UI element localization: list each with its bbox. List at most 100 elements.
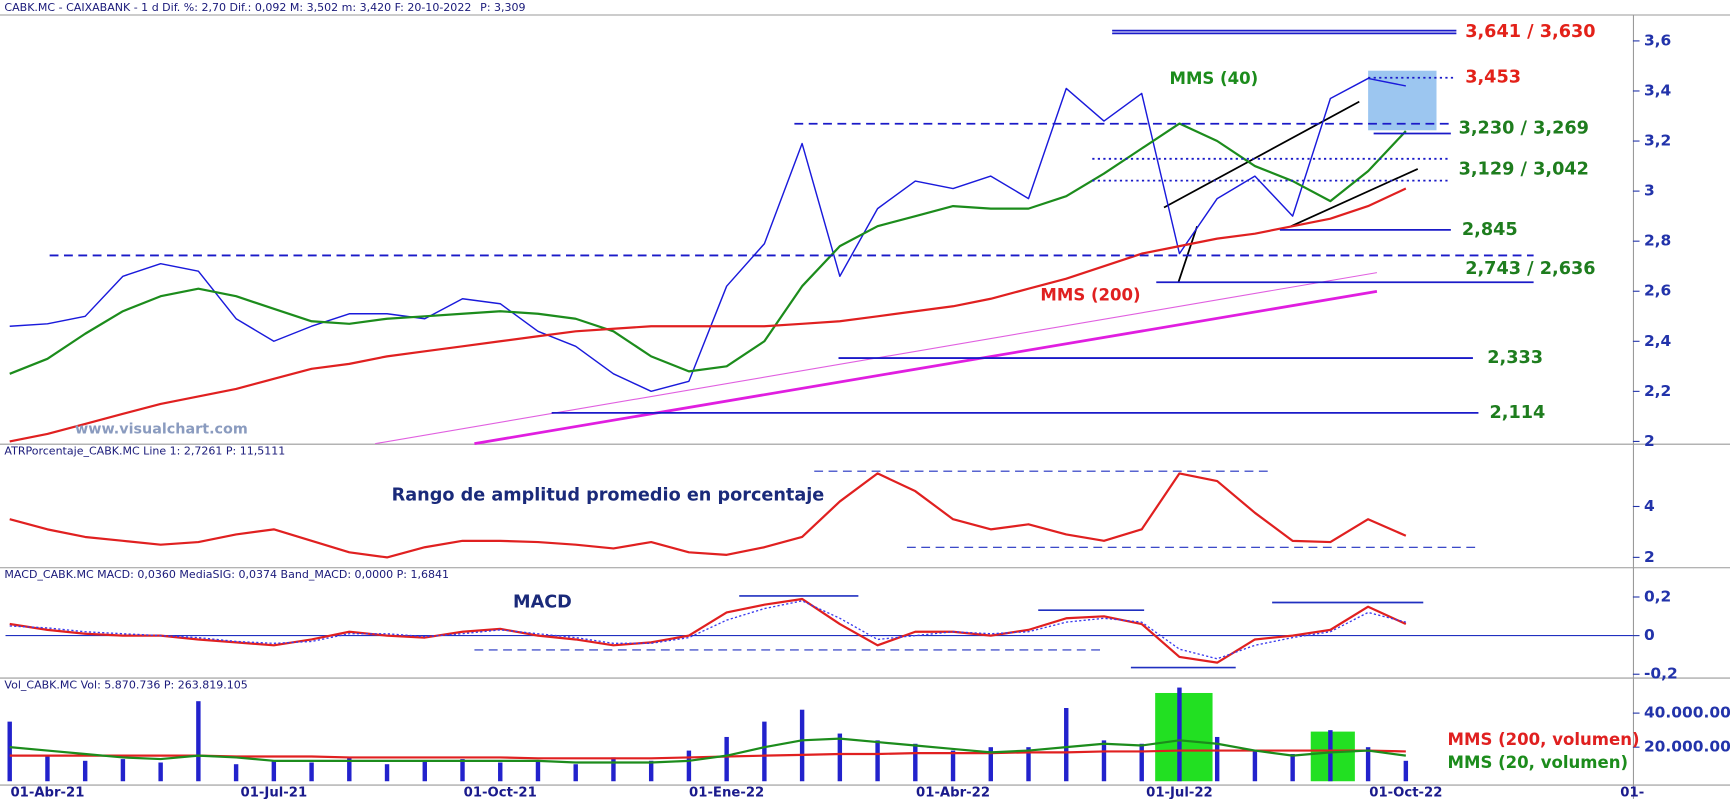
volume-bar bbox=[648, 760, 654, 782]
y-tick-label: 3,2 bbox=[1644, 132, 1671, 150]
panel-header: CABK.MC - CAIXABANK - 1 d Dif. %: 2,70 D… bbox=[4, 1, 471, 14]
series-line bbox=[9, 600, 1407, 660]
volume-bar bbox=[1328, 730, 1333, 782]
series-line bbox=[9, 187, 1407, 443]
series-line bbox=[9, 749, 1406, 760]
volume-bar bbox=[611, 757, 616, 782]
volume-bar bbox=[82, 760, 88, 782]
volume-highlight bbox=[1310, 731, 1355, 782]
level-label: 2,845 bbox=[1462, 220, 1518, 240]
frames bbox=[0, 14, 1730, 799]
x-tick-label: 01-Abr-21 bbox=[10, 785, 84, 799]
volume-bar bbox=[799, 709, 805, 782]
volume-bar bbox=[460, 759, 465, 782]
level-label: 3,129 / 3,042 bbox=[1459, 160, 1589, 180]
x-tick-label: 01-Jul-21 bbox=[241, 785, 308, 799]
y-tick-label: 2 bbox=[1644, 432, 1655, 450]
volume-bar bbox=[45, 755, 50, 782]
volume-highlight bbox=[1155, 692, 1213, 782]
y-tick-label: 3 bbox=[1644, 182, 1655, 200]
trend-line bbox=[474, 290, 1378, 445]
y-tick-label: 2,6 bbox=[1644, 282, 1671, 300]
volume-bar bbox=[535, 760, 541, 782]
y-tick-label: 4 bbox=[1644, 497, 1655, 515]
volume-bar bbox=[573, 764, 578, 782]
series-line bbox=[9, 472, 1407, 559]
x-tick-label: 01- bbox=[1620, 785, 1644, 799]
volume-bar bbox=[1252, 750, 1258, 782]
series-line bbox=[9, 597, 1407, 664]
volume-bar bbox=[1177, 687, 1182, 782]
y-tick-label: 40.000.00 bbox=[1644, 704, 1730, 722]
volume-bar bbox=[724, 736, 729, 782]
volume-bar bbox=[384, 764, 390, 782]
series-label: MMS (40) bbox=[1170, 69, 1259, 88]
volume-bar bbox=[196, 701, 201, 782]
panel bbox=[7, 687, 1409, 782]
y-tick-label: 2,8 bbox=[1644, 232, 1671, 250]
volume-bar bbox=[271, 760, 277, 782]
y-tick-label: 2 bbox=[1644, 548, 1655, 566]
volume-bar bbox=[988, 747, 993, 782]
level-label: 2,743 / 2,636 bbox=[1465, 259, 1595, 279]
panel bbox=[9, 597, 1407, 664]
level-label: 3,230 / 3,269 bbox=[1459, 119, 1589, 139]
highlight-box bbox=[1368, 70, 1437, 131]
y-tick-label: 2,4 bbox=[1644, 332, 1672, 350]
y-tick-label: -0,2 bbox=[1644, 665, 1678, 683]
panel-header: MACD_CABK.MC MACD: 0,0360 MediaSIG: 0,03… bbox=[4, 568, 449, 581]
volume-bar bbox=[686, 750, 692, 782]
volume-bar bbox=[913, 743, 918, 782]
x-tick-label: 01-Jul-22 bbox=[1146, 785, 1213, 799]
channel-line bbox=[1177, 226, 1198, 283]
level-label: 3,453 bbox=[1465, 68, 1521, 88]
volume-bar bbox=[1101, 740, 1107, 782]
y-tick-label: 2,2 bbox=[1644, 382, 1671, 400]
y-tick-label: 0 bbox=[1644, 626, 1655, 644]
level-label: 3,641 / 3,630 bbox=[1465, 22, 1595, 42]
volume-bar bbox=[1214, 736, 1220, 782]
volume-bar bbox=[120, 759, 126, 782]
y-tick-label: 3,6 bbox=[1644, 31, 1671, 49]
x-tick-label: 01-Abr-22 bbox=[916, 785, 990, 799]
panel-header: P: 3,309 bbox=[480, 1, 525, 14]
panel-header: Vol_CABK.MC Vol: 5.870.736 P: 263.819.10… bbox=[4, 678, 247, 691]
x-tick-label: 01-Oct-22 bbox=[1369, 785, 1442, 799]
watermark: www.visualchart.com bbox=[75, 421, 248, 437]
volume-bar bbox=[1365, 747, 1371, 782]
volume-bar bbox=[762, 721, 767, 782]
channel-line bbox=[1290, 168, 1419, 228]
volume-bar bbox=[1064, 708, 1069, 782]
volume-bar bbox=[233, 764, 239, 782]
volume-bar bbox=[347, 757, 352, 782]
drawings bbox=[5, 70, 1633, 782]
volume-bar bbox=[422, 760, 427, 782]
y-tick-label: 0,2 bbox=[1644, 587, 1671, 605]
panel bbox=[9, 77, 1407, 443]
volume-bar bbox=[498, 762, 503, 782]
y-tick-label: 20.000.00 bbox=[1644, 738, 1730, 756]
volume-bar bbox=[1026, 747, 1031, 782]
series-line bbox=[9, 737, 1406, 764]
volume-bar bbox=[950, 750, 956, 782]
panel bbox=[9, 472, 1407, 559]
panel-title: MACD bbox=[513, 593, 572, 613]
channel-line bbox=[1163, 100, 1360, 209]
panel-header: ATRPorcentaje_CABK.MC Line 1: 2,7261 P: … bbox=[4, 444, 285, 457]
volume-bar bbox=[1403, 760, 1409, 782]
y-tick-label: 3,4 bbox=[1644, 81, 1672, 99]
volume-bar bbox=[1139, 743, 1144, 782]
series-line bbox=[9, 77, 1406, 393]
volume-bar bbox=[7, 721, 12, 782]
level-label: 2,333 bbox=[1487, 348, 1543, 368]
volume-bar bbox=[158, 762, 163, 782]
x-tick-label: 01-Ene-22 bbox=[689, 785, 764, 799]
volume-bar bbox=[837, 733, 843, 782]
legend-label: MMS (200, volumen) bbox=[1448, 730, 1640, 749]
volume-bar bbox=[1290, 753, 1295, 782]
panel-title: Rango de amplitud promedio en porcentaje bbox=[392, 485, 825, 505]
legend-label: MMS (20, volumen) bbox=[1448, 753, 1629, 772]
series-line bbox=[9, 122, 1407, 375]
volume-bar bbox=[309, 762, 314, 782]
